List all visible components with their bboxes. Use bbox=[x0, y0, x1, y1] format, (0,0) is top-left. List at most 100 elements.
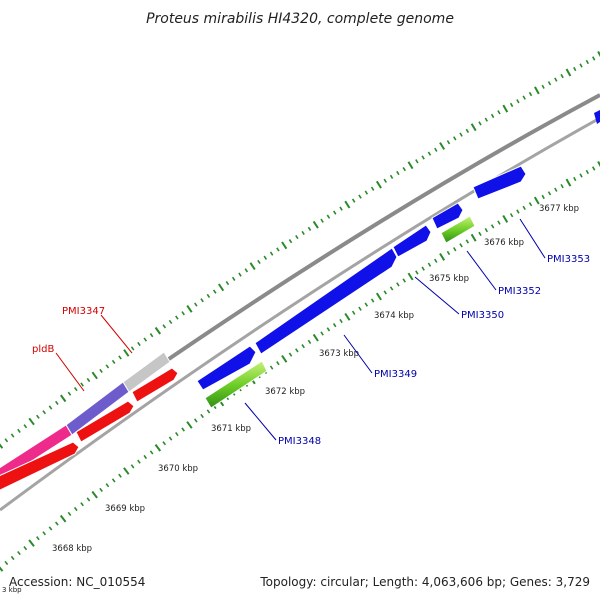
inner-tick-mark bbox=[541, 194, 545, 200]
outer-tick-mark bbox=[307, 226, 312, 231]
gene-label-pmi3348[interactable]: PMI3348 bbox=[278, 436, 321, 447]
inner-tick-mark bbox=[533, 196, 540, 205]
reverse-strand-features bbox=[0, 351, 179, 492]
outer-tick-mark bbox=[370, 186, 375, 191]
inner-tick-mark bbox=[200, 413, 204, 419]
outer-tick-mark bbox=[421, 155, 425, 160]
tick-label-3671: 3671 kbp bbox=[211, 424, 251, 434]
outer-tick-mark bbox=[206, 293, 211, 299]
outer-tick-mark bbox=[301, 230, 305, 236]
gene-label-pmi3350[interactable]: PMI3350 bbox=[461, 310, 504, 321]
gene-label-pmi3352[interactable]: PMI3352 bbox=[498, 286, 541, 297]
inner-tick-mark bbox=[80, 502, 84, 507]
inner-tick-mark bbox=[99, 487, 103, 492]
inner-tick-mark bbox=[554, 187, 558, 192]
inner-tick-mark bbox=[358, 306, 362, 311]
inner-tick-mark bbox=[332, 323, 337, 328]
inner-tick-mark bbox=[193, 418, 198, 423]
inner-tick-mark bbox=[339, 318, 343, 324]
outer-tick-mark bbox=[149, 333, 154, 338]
inner-tick-mark bbox=[137, 459, 141, 464]
outer-tick-mark bbox=[263, 255, 268, 260]
gene-pmi3352-rna-feature[interactable] bbox=[440, 215, 476, 244]
inner-tick-mark bbox=[186, 421, 193, 429]
outer-tick-mark bbox=[427, 151, 432, 156]
inner-tick-mark bbox=[28, 539, 35, 547]
inner-tick-mark bbox=[105, 483, 110, 488]
outer-tick-mark bbox=[528, 91, 533, 97]
outer-tick-mark bbox=[490, 113, 495, 119]
backbone bbox=[0, 93, 600, 512]
inner-tick-mark bbox=[59, 514, 67, 523]
outer-tick-mark bbox=[326, 214, 331, 219]
outer-tick-mark bbox=[269, 251, 274, 256]
outer-tick-mark bbox=[225, 280, 230, 286]
outer-tick-mark bbox=[478, 121, 482, 126]
outer-tick-mark bbox=[565, 68, 572, 77]
outer-tick-mark bbox=[80, 382, 84, 387]
tick-label-3677: 3677 kbp bbox=[539, 204, 579, 214]
outer-tick-mark bbox=[200, 298, 204, 303]
inner-tick-mark bbox=[23, 546, 28, 551]
accession-text: Accession: NC_010554 bbox=[9, 575, 145, 589]
inner-tick-mark bbox=[389, 286, 394, 291]
inner-tick-mark bbox=[585, 169, 590, 175]
outer-tick-mark bbox=[99, 368, 103, 373]
gene-label-pldb[interactable]: pldB bbox=[32, 344, 54, 355]
edge-feature-right[interactable] bbox=[594, 110, 600, 124]
gene-red-feature-3[interactable] bbox=[0, 441, 80, 492]
inner-tick-mark bbox=[344, 312, 351, 321]
gene-pmi3352-blue-feature[interactable] bbox=[431, 202, 464, 230]
gene-label-leaders bbox=[55, 218, 546, 441]
outer-tick-mark bbox=[389, 174, 394, 180]
tick-label-3675: 3675 kbp bbox=[429, 274, 469, 284]
inner-tick-mark bbox=[484, 228, 488, 233]
gene-label-pmi3347[interactable]: PMI3347 bbox=[62, 306, 105, 317]
outer-tick-mark bbox=[516, 99, 520, 104]
inner-tick-mark bbox=[118, 473, 122, 478]
outer-tick-mark bbox=[281, 241, 288, 250]
inner-tick-mark bbox=[17, 550, 21, 556]
outer-tick-mark bbox=[4, 438, 9, 443]
inner-tick-mark bbox=[434, 258, 438, 263]
inner-tick-mark bbox=[415, 270, 419, 275]
inner-tick-mark bbox=[478, 231, 482, 237]
outer-tick-mark bbox=[42, 410, 47, 415]
gene-pmi3350-feature[interactable] bbox=[392, 224, 432, 258]
gene-pmi3348-blue-feature[interactable] bbox=[196, 345, 257, 391]
outer-tick-mark bbox=[534, 86, 540, 95]
inner-tick-mark bbox=[465, 239, 470, 244]
outer-tick-mark bbox=[522, 95, 526, 100]
outer-tick-mark bbox=[573, 66, 577, 72]
outer-tick-mark bbox=[497, 110, 501, 115]
outer-tick-mark bbox=[17, 428, 21, 433]
inner-tick-mark bbox=[396, 282, 400, 287]
map-title: Proteus mirabilis HI4320, complete genom… bbox=[146, 11, 454, 27]
outer-tick-mark bbox=[217, 283, 225, 292]
outer-tick-mark bbox=[333, 210, 337, 215]
gene-pmi3349-feature[interactable] bbox=[254, 247, 398, 355]
outer-tick-mark bbox=[212, 289, 217, 294]
leader-pmi3349 bbox=[343, 334, 373, 374]
outer-tick-mark bbox=[231, 276, 236, 281]
tick-labels: 3668 kbp 3669 kbp 3670 kbp 3671 kbp 3672… bbox=[2, 204, 579, 594]
inner-tick-mark bbox=[402, 278, 406, 283]
outer-tick-mark bbox=[560, 73, 564, 79]
inner-tick-mark bbox=[597, 161, 600, 168]
inner-tick-mark bbox=[149, 450, 154, 455]
inner-tick-mark bbox=[592, 166, 596, 171]
outer-tick-mark bbox=[244, 268, 249, 273]
gene-pmi3353-feature[interactable] bbox=[472, 165, 527, 200]
outer-tick-mark bbox=[10, 433, 15, 438]
outer-tick-mark bbox=[0, 443, 4, 449]
inner-tick-mark bbox=[326, 327, 331, 332]
gene-red-feature-1[interactable] bbox=[131, 367, 179, 403]
gene-red-feature-2[interactable] bbox=[75, 400, 135, 443]
gene-label-pmi3349[interactable]: PMI3349 bbox=[374, 369, 417, 380]
outer-tick-mark bbox=[446, 140, 451, 145]
gene-pmi3348-rna-feature[interactable] bbox=[204, 360, 268, 409]
tick-label-3674: 3674 kbp bbox=[374, 311, 414, 321]
outer-tick-mark bbox=[459, 132, 463, 137]
gene-label-pmi3353[interactable]: PMI3353 bbox=[547, 254, 590, 265]
